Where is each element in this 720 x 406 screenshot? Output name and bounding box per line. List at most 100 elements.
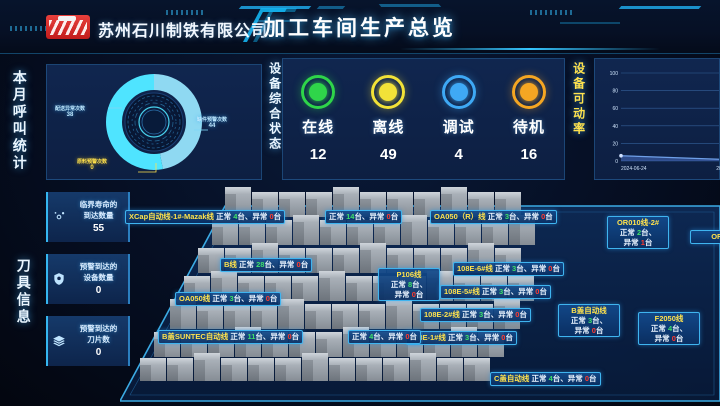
machine-block[interactable] bbox=[279, 192, 305, 219]
machine-block[interactable] bbox=[302, 353, 328, 383]
line-label-or010-2[interactable]: OR010线-2# 正常 2台、 异常 1台 bbox=[607, 216, 669, 250]
line-108e-2-abnormal: 0 bbox=[515, 310, 520, 319]
machine-block[interactable] bbox=[437, 358, 463, 383]
line-label-b-suntec[interactable]: B盖SUNTEC自动线 正常 11台、异常 0台 bbox=[158, 330, 304, 344]
status-item-1-label: 离线 bbox=[372, 119, 405, 136]
line-label-108e-2[interactable]: 108E-2#线 正常 3台、异常 0台 bbox=[420, 308, 531, 322]
machine-block[interactable] bbox=[212, 220, 238, 247]
machine-block[interactable] bbox=[464, 358, 490, 383]
line-label-p106[interactable]: P106线 正常 8台、 异常 0台 bbox=[378, 268, 440, 302]
line-hidden-14-normal: 14 bbox=[346, 212, 355, 221]
line-label-hidden-14[interactable]: 正常 14台、异常 0台 bbox=[325, 210, 403, 224]
status-item-待机[interactable]: 待机 16 bbox=[494, 75, 564, 163]
tool-card-critical-life[interactable]: 临界寿命的 到达数量 55 bbox=[46, 192, 130, 242]
machine-block[interactable] bbox=[346, 276, 372, 303]
machine-block[interactable] bbox=[224, 304, 250, 331]
header-dots-mid bbox=[166, 10, 204, 15]
line-oa050-name: OA050线 bbox=[179, 294, 211, 303]
line-b-line-normal: 28 bbox=[256, 260, 265, 269]
line-label-b-gai[interactable]: B盖自动线 正常 3台、 异常 0台 bbox=[558, 304, 620, 338]
machine-block[interactable] bbox=[428, 220, 454, 247]
machine-block[interactable] bbox=[278, 299, 304, 331]
machine-block[interactable] bbox=[360, 243, 386, 275]
machine-block[interactable] bbox=[248, 358, 274, 383]
machine-block[interactable] bbox=[167, 358, 193, 383]
line-label-108e-1[interactable]: 108E-1#线 正常 3台、异常 0台 bbox=[406, 331, 517, 345]
tool-card-warning-blades[interactable]: 预警到达的 刀片数 0 bbox=[46, 316, 130, 366]
machine-block[interactable] bbox=[383, 358, 409, 383]
line-b-suntec-2-abnormal: 0 bbox=[405, 332, 410, 341]
line-label-108e-6[interactable]: 108E-6#线 正常 3台、异常 0台 bbox=[453, 262, 564, 276]
status-item-3-label: 待机 bbox=[512, 119, 545, 136]
line-p106-normal: 8 bbox=[407, 279, 413, 289]
line-label-or010-edge[interactable]: OR01 bbox=[690, 230, 720, 244]
company-name-text: 苏州石川制铁有限公司 bbox=[98, 23, 269, 40]
machine-block[interactable] bbox=[359, 304, 385, 331]
line-oa050r-name: OA050（R）线 bbox=[434, 212, 486, 221]
online-indicator bbox=[301, 75, 336, 109]
svg-text:60: 60 bbox=[612, 106, 618, 112]
device-status-panel: 在线 12 离线 49 调试 4 待机 16 bbox=[282, 58, 565, 180]
line-or010-2-abnormal: 1 bbox=[640, 237, 645, 247]
line-label-108e-5[interactable]: 108E-5#线 正常 3台、异常 0台 bbox=[440, 285, 551, 299]
machine-block[interactable] bbox=[305, 304, 331, 331]
machine-block[interactable] bbox=[333, 248, 359, 275]
tool-card-1-text: 预警到达的 设备数量 0 bbox=[69, 262, 128, 295]
machine-block[interactable] bbox=[275, 358, 301, 383]
tool-card-warning-devices[interactable]: 预警到达的 设备数量 0 bbox=[46, 254, 130, 304]
line-label-oa050r[interactable]: OA050（R）线 正常 3台、异常 0台 bbox=[430, 210, 557, 224]
machine-block[interactable] bbox=[197, 304, 223, 331]
machine-block[interactable] bbox=[292, 276, 318, 303]
line-oa050-abnormal: 0 bbox=[265, 294, 270, 303]
status-item-1-value: 49 bbox=[380, 146, 397, 163]
line-108e-5-name: 108E-5#线 bbox=[444, 287, 480, 296]
machine-block[interactable] bbox=[356, 358, 382, 383]
status-item-离线[interactable]: 离线 49 bbox=[353, 75, 423, 163]
svg-text:40: 40 bbox=[612, 124, 618, 130]
line-label-c-gai[interactable]: C盖自动线 正常 4台、异常 0台 bbox=[490, 372, 601, 386]
status-item-0-value: 12 bbox=[309, 146, 327, 163]
tool-card-1-value: 0 bbox=[95, 284, 102, 296]
machine-block[interactable] bbox=[316, 332, 342, 359]
line-label-xcap-mazak[interactable]: XCap自动线-1#-Mazak线 正常 4台、异常 0台 bbox=[125, 210, 286, 224]
machine-block[interactable] bbox=[401, 215, 427, 247]
machine-block[interactable] bbox=[293, 215, 319, 247]
donut-label-delivery-exception: 配送异常次数 38 bbox=[55, 106, 85, 120]
status-item-调试[interactable]: 调试 4 bbox=[424, 75, 494, 163]
machine-block[interactable] bbox=[329, 358, 355, 383]
page-title: 加工车间生产总览 bbox=[264, 17, 456, 40]
svg-text:0: 0 bbox=[615, 159, 618, 165]
line-label-f2050[interactable]: F2050线 正常 4台、 异常 0台 bbox=[638, 312, 700, 346]
line-b-gai-name: B盖自动线 bbox=[571, 306, 607, 315]
machine-block[interactable] bbox=[194, 353, 220, 383]
tool-card-0-text: 临界寿命的 到达数量 55 bbox=[69, 200, 128, 233]
donut-label-0-value: 38 bbox=[66, 112, 74, 119]
machine-block[interactable] bbox=[332, 304, 358, 331]
status-item-在线[interactable]: 在线 12 bbox=[283, 75, 353, 163]
line-label-b-suntec-2[interactable]: 正常 4台、异常 0台 bbox=[348, 330, 422, 344]
machine-block[interactable] bbox=[251, 304, 277, 331]
line-or010-2-normal: 2 bbox=[636, 227, 642, 237]
standby-indicator bbox=[511, 75, 546, 109]
line-b-line-name: B线 bbox=[224, 260, 237, 269]
donut-chart bbox=[106, 74, 208, 173]
machine-block[interactable] bbox=[221, 358, 247, 383]
offline-indicator bbox=[371, 75, 406, 109]
machine-block[interactable] bbox=[140, 358, 166, 383]
line-label-oa050[interactable]: OA050线 正常 3台、异常 0台 bbox=[175, 292, 282, 306]
machine-block[interactable] bbox=[410, 353, 436, 383]
status-item-2-label: 调试 bbox=[442, 119, 475, 136]
status-item-3-value: 16 bbox=[520, 146, 538, 163]
donut-label-2-value: 0 bbox=[90, 165, 94, 172]
line-108e-5-abnormal: 0 bbox=[535, 287, 540, 296]
machine-block[interactable] bbox=[320, 220, 346, 247]
donut-label-1-name: 缺件预警次数 bbox=[197, 117, 228, 123]
svg-text:80: 80 bbox=[612, 89, 618, 95]
machine-block[interactable] bbox=[386, 299, 412, 331]
line-108e-1-name: 108E-1#线 bbox=[410, 333, 446, 342]
machine-block[interactable] bbox=[319, 271, 345, 303]
line-label-b-line[interactable]: B线 正常 28台、异常 0台 bbox=[220, 258, 313, 272]
line-f2050-name: F2050线 bbox=[654, 314, 684, 323]
tool-card-1-title1: 预警到达的 bbox=[79, 262, 118, 272]
